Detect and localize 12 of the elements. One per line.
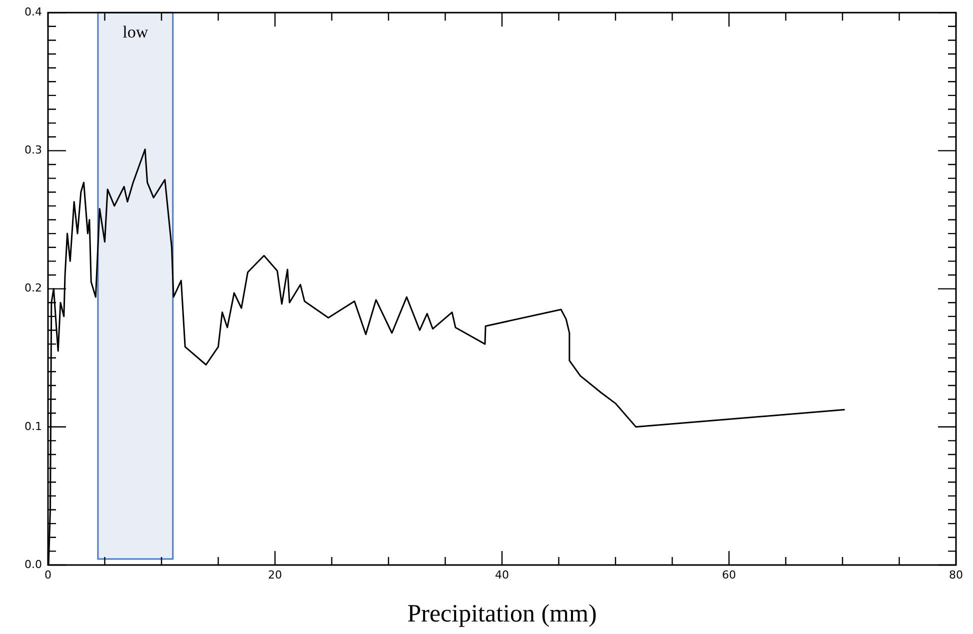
x-tick-label: 80 (949, 568, 963, 582)
x-tick-label: 40 (495, 568, 509, 582)
x-axis-title: Precipitation (mm) (407, 600, 597, 628)
y-tick-label: 0.3 (24, 144, 42, 157)
y-tick-label: 0.4 (24, 5, 42, 18)
y-tick-label: 0.0 (24, 558, 42, 571)
band-label: low (122, 22, 149, 42)
x-tick-label: 60 (722, 568, 736, 582)
x-tick-label: 0 (44, 568, 52, 582)
x-tick-label: 20 (268, 568, 282, 582)
y-tick-label: 0.1 (24, 420, 42, 433)
y-tick-label: 0.2 (24, 282, 42, 295)
